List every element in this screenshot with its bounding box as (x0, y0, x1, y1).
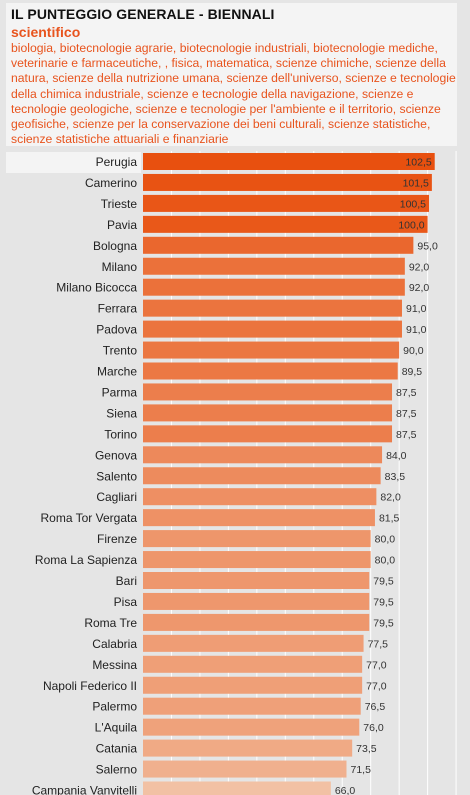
category-label: Torino (104, 427, 137, 441)
bar (143, 320, 402, 338)
value-label: 83,5 (385, 471, 406, 483)
category-label: Perugia (96, 155, 138, 169)
bar (143, 592, 370, 610)
bar (143, 299, 402, 317)
value-label: 79,5 (373, 576, 394, 588)
value-label: 76,5 (365, 701, 386, 713)
category-label: Roma Tor Vergata (41, 511, 138, 525)
bar (143, 404, 393, 422)
value-label: 91,0 (406, 303, 427, 315)
bar (143, 341, 400, 359)
category-label: Pisa (114, 595, 138, 609)
value-label: 90,0 (403, 345, 424, 357)
category-label: Ferrara (98, 302, 138, 316)
value-label: 87,5 (396, 387, 417, 399)
category-label: Siena (106, 406, 137, 420)
value-label: 100,5 (400, 198, 426, 210)
value-label: 76,0 (363, 722, 384, 734)
bar (143, 488, 377, 506)
chart-description: biologia, biotecnologie agrarie, biotecn… (11, 41, 456, 147)
bar (143, 613, 370, 631)
category-label: Marche (97, 365, 137, 379)
category-label: Palermo (92, 700, 137, 714)
category-label: Campania Vanvitelli (32, 784, 137, 795)
bar (143, 467, 381, 485)
value-label: 87,5 (396, 429, 417, 441)
category-label: L'Aquila (95, 721, 138, 735)
bar (143, 509, 375, 527)
bar (143, 362, 398, 380)
category-label: Bologna (93, 239, 137, 253)
bar (143, 718, 360, 736)
value-label: 80,0 (375, 555, 396, 567)
bar (143, 194, 430, 212)
bar (143, 530, 371, 548)
bar (143, 634, 364, 652)
value-label: 89,5 (402, 366, 423, 378)
bar (143, 236, 414, 254)
value-label: 82,0 (380, 492, 401, 504)
value-label: 92,0 (409, 261, 430, 273)
category-label: Cagliari (96, 490, 137, 504)
category-label: Genova (95, 448, 137, 462)
bar (143, 551, 371, 569)
value-label: 84,0 (386, 450, 407, 462)
bar (143, 676, 363, 694)
category-label: Roma Tre (84, 616, 137, 630)
category-label: Roma La Sapienza (35, 553, 137, 567)
bar (143, 697, 361, 715)
value-label: 92,0 (409, 282, 430, 294)
chart-subtitle: scientifico (11, 24, 81, 40)
category-label: Catania (96, 742, 138, 756)
value-label: 77,5 (368, 638, 389, 650)
category-label: Pavia (107, 218, 137, 232)
category-label: Napoli Federico II (43, 679, 137, 693)
chart-header: IL PUNTEGGIO GENERALE - BIENNALI scienti… (6, 3, 457, 146)
value-label: 66,0 (335, 785, 356, 795)
value-label: 77,0 (366, 659, 387, 671)
bar (143, 383, 393, 401)
bar (143, 278, 405, 296)
category-label: Parma (102, 385, 138, 399)
category-label: Milano (102, 260, 138, 274)
bar (143, 655, 363, 673)
bar (143, 153, 435, 170)
highlight-row (6, 152, 141, 173)
category-label: Bari (116, 574, 137, 588)
bar (143, 446, 383, 464)
value-label: 80,0 (375, 534, 396, 546)
value-label: 79,5 (373, 596, 394, 608)
bar (143, 257, 405, 275)
value-label: 79,5 (373, 617, 394, 629)
bar (143, 425, 393, 443)
bar (143, 173, 432, 191)
value-label: 95,0 (417, 240, 438, 252)
category-label: Messina (92, 658, 137, 672)
value-label: 100,0 (398, 219, 424, 231)
category-label: Salento (96, 469, 137, 483)
bar (143, 215, 428, 233)
bar (143, 739, 353, 757)
category-label: Trento (103, 344, 138, 358)
category-label: Calabria (92, 637, 137, 651)
bar (143, 781, 331, 795)
value-label: 77,0 (366, 680, 387, 692)
value-label: 101,5 (403, 177, 429, 189)
category-label: Milano Bicocca (56, 281, 137, 295)
value-label: 81,5 (379, 513, 400, 525)
value-label: 71,5 (350, 764, 371, 776)
category-label: Padova (96, 323, 137, 337)
category-label: Camerino (85, 176, 137, 190)
value-label: 91,0 (406, 324, 427, 336)
value-label: 73,5 (356, 743, 377, 755)
value-label: 102,5 (405, 157, 431, 169)
value-label: 87,5 (396, 408, 417, 420)
bar (143, 572, 370, 589)
category-label: Firenze (97, 532, 137, 546)
category-label: Salerno (96, 763, 138, 777)
chart-title: IL PUNTEGGIO GENERALE - BIENNALI (11, 6, 275, 22)
bar (143, 760, 347, 778)
category-label: Trieste (101, 197, 138, 211)
